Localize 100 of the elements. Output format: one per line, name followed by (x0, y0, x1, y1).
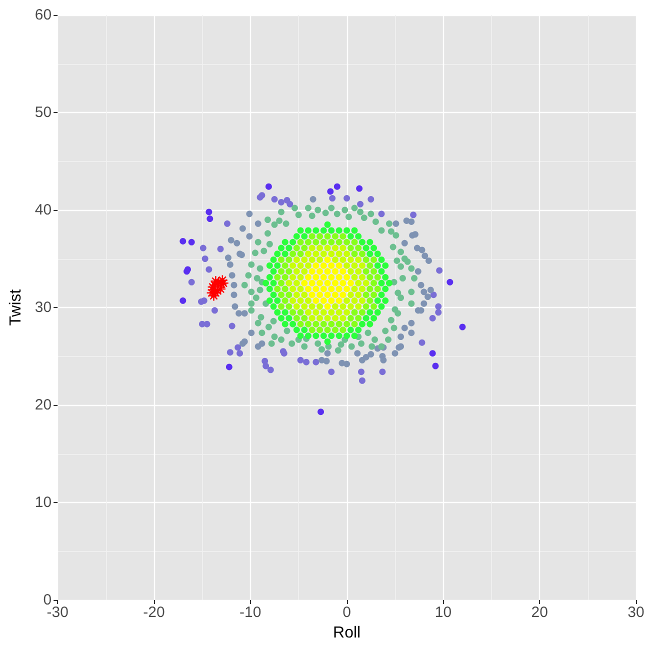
x-tick-label: 0 (342, 604, 351, 621)
point (327, 188, 334, 195)
point (308, 280, 316, 286)
point (362, 354, 370, 360)
point (420, 288, 428, 296)
point (324, 268, 331, 275)
point (398, 334, 404, 340)
point (320, 274, 327, 281)
point (234, 240, 240, 246)
point (308, 292, 316, 298)
point (446, 278, 454, 286)
y-tick-label: 20 (34, 396, 52, 414)
point (230, 282, 238, 288)
point (340, 292, 346, 298)
point (401, 240, 408, 246)
point (378, 210, 385, 218)
y-tick-label: 60 (34, 6, 52, 24)
point (336, 262, 342, 269)
point (246, 233, 253, 240)
point (297, 356, 304, 364)
point (316, 280, 324, 286)
point (188, 238, 195, 246)
point (427, 286, 434, 294)
point (424, 294, 432, 300)
point (418, 282, 424, 288)
point (217, 246, 224, 252)
x-tick-label: 10 (434, 604, 452, 621)
point (265, 183, 272, 190)
point (414, 268, 422, 275)
point (429, 350, 436, 357)
point (180, 238, 186, 244)
point (324, 256, 331, 263)
point (358, 377, 366, 384)
point (430, 292, 437, 298)
point (358, 368, 365, 376)
point (320, 262, 327, 269)
point (224, 220, 231, 227)
point (204, 320, 210, 328)
point (344, 286, 350, 292)
point (228, 236, 234, 244)
y-tick-label: 40 (34, 202, 52, 218)
point (226, 261, 234, 268)
x-tick-label: 20 (531, 604, 548, 621)
point (239, 225, 246, 232)
point (246, 210, 253, 218)
point (435, 309, 442, 316)
point (304, 274, 312, 281)
point (408, 330, 415, 336)
point (425, 257, 432, 264)
point (258, 340, 266, 347)
point (336, 297, 342, 304)
point (180, 297, 186, 304)
point (248, 330, 255, 336)
point (310, 196, 316, 203)
point (254, 220, 262, 227)
point (286, 200, 294, 208)
point (211, 307, 218, 314)
point (200, 297, 208, 304)
point (328, 297, 335, 304)
point (230, 292, 238, 298)
point (401, 324, 408, 332)
point (234, 344, 242, 351)
point (278, 198, 284, 206)
point (340, 268, 346, 275)
point (312, 358, 320, 366)
point (312, 262, 320, 269)
point (410, 212, 417, 218)
point (308, 268, 316, 275)
point (200, 244, 206, 252)
point (408, 320, 415, 326)
point (344, 274, 350, 281)
point (228, 322, 236, 330)
point (202, 256, 208, 262)
point (206, 208, 212, 216)
point (412, 231, 418, 238)
point (334, 183, 340, 190)
point (392, 220, 400, 227)
point (418, 246, 426, 254)
point (228, 272, 236, 279)
point (344, 360, 350, 368)
point (336, 286, 342, 292)
point (459, 324, 466, 330)
point (188, 278, 195, 286)
point (408, 218, 415, 225)
point (324, 280, 331, 286)
point (324, 350, 331, 357)
point (379, 368, 386, 376)
point (206, 216, 214, 222)
point (312, 297, 320, 304)
point (329, 195, 336, 202)
point (318, 408, 324, 416)
y-tick-label: 10 (34, 494, 52, 511)
y-axis-title: Twist (8, 288, 24, 326)
point (356, 185, 363, 192)
point (368, 351, 374, 358)
point (301, 280, 308, 286)
point (206, 266, 212, 273)
x-tick-label: -20 (143, 604, 165, 621)
point (226, 349, 234, 356)
point (324, 292, 331, 298)
